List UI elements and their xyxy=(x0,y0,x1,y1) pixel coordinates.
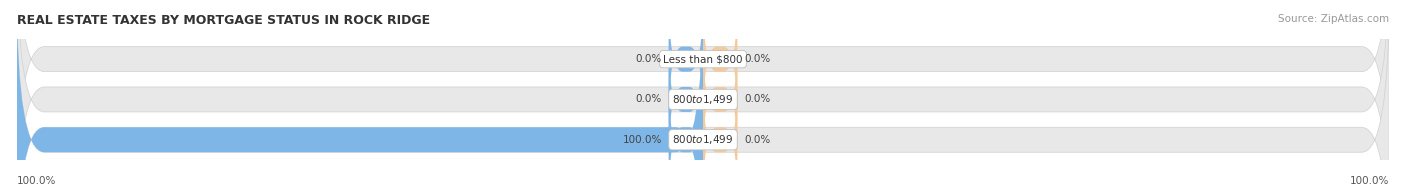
FancyBboxPatch shape xyxy=(669,0,703,127)
Text: 100.0%: 100.0% xyxy=(17,176,56,185)
FancyBboxPatch shape xyxy=(17,0,1389,195)
FancyBboxPatch shape xyxy=(17,0,1389,195)
Text: 0.0%: 0.0% xyxy=(636,94,662,105)
Text: REAL ESTATE TAXES BY MORTGAGE STATUS IN ROCK RIDGE: REAL ESTATE TAXES BY MORTGAGE STATUS IN … xyxy=(17,14,430,27)
Text: 0.0%: 0.0% xyxy=(744,135,770,145)
FancyBboxPatch shape xyxy=(703,72,737,195)
FancyBboxPatch shape xyxy=(669,72,703,195)
Text: Less than $800: Less than $800 xyxy=(664,54,742,64)
Text: $800 to $1,499: $800 to $1,499 xyxy=(672,93,734,106)
Text: $800 to $1,499: $800 to $1,499 xyxy=(672,133,734,146)
Text: 0.0%: 0.0% xyxy=(744,54,770,64)
Text: Source: ZipAtlas.com: Source: ZipAtlas.com xyxy=(1278,14,1389,24)
Text: 100.0%: 100.0% xyxy=(623,135,662,145)
FancyBboxPatch shape xyxy=(17,0,1389,195)
FancyBboxPatch shape xyxy=(703,0,737,127)
Text: 0.0%: 0.0% xyxy=(636,54,662,64)
Text: 0.0%: 0.0% xyxy=(744,94,770,105)
FancyBboxPatch shape xyxy=(669,31,703,168)
FancyBboxPatch shape xyxy=(703,31,737,168)
Text: 100.0%: 100.0% xyxy=(1350,176,1389,185)
FancyBboxPatch shape xyxy=(17,0,703,195)
